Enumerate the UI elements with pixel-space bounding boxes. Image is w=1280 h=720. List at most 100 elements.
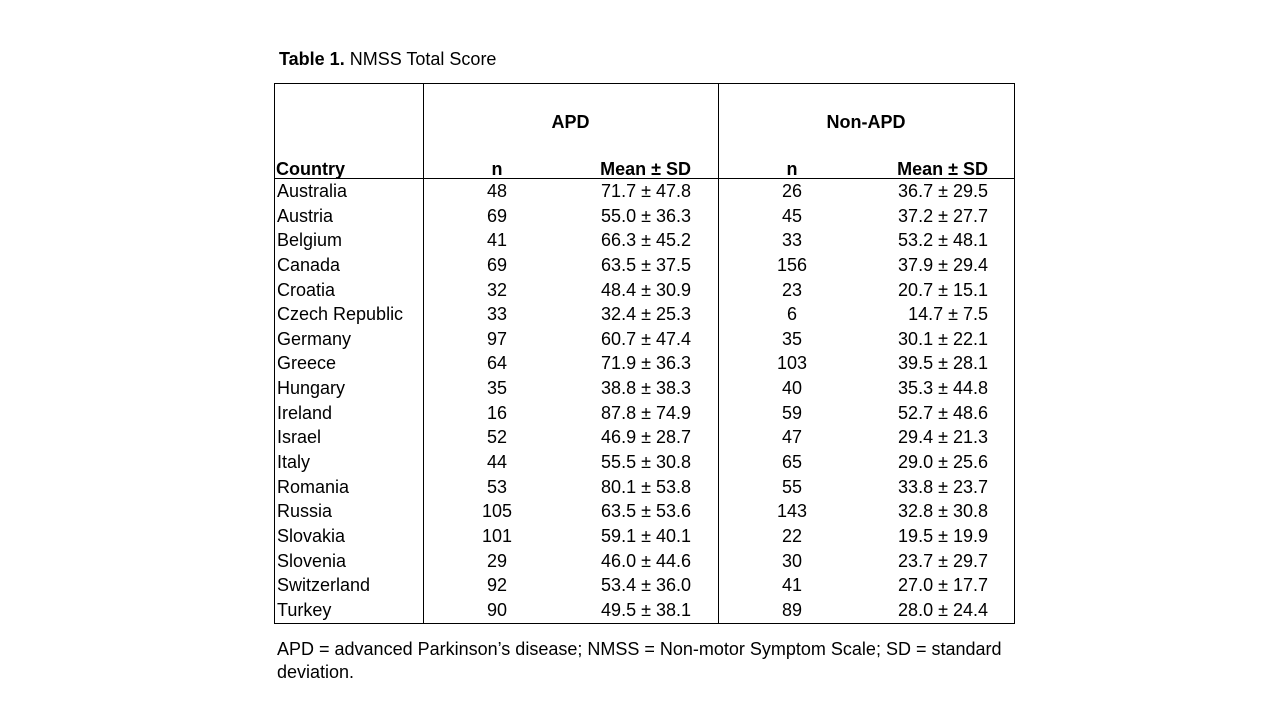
cell-country: Czech Republic — [277, 304, 404, 325]
table-row: Italy 44 55.5 ± 30.8 65 29.0 ± 25.6 — [275, 450, 1014, 475]
cell-apd-mean-sd: 60.7 ± 47.4 — [601, 328, 691, 349]
cell-non-apd-mean-sd: 53.2 ± 48.1 — [898, 230, 988, 251]
cell-apd-n: 64 — [486, 353, 508, 374]
cell-apd-n: 101 — [481, 525, 513, 546]
cell-non-apd-n: 30 — [781, 550, 803, 571]
cell-country: Slovakia — [277, 525, 346, 546]
cell-non-apd-mean-sd: 19.5 ± 19.9 — [898, 525, 988, 546]
nmss-table: APD Non-APD Country n Mean ± SD n Mean ±… — [274, 83, 1015, 624]
table-row: Belgium 41 66.3 ± 45.2 33 53.2 ± 48.1 — [275, 228, 1014, 253]
cell-non-apd-mean-sd: 30.1 ± 22.1 — [898, 328, 988, 349]
cell-apd-mean-sd: 71.7 ± 47.8 — [601, 181, 691, 201]
cell-country: Ireland — [277, 402, 333, 423]
cell-non-apd-n: 41 — [781, 575, 803, 596]
cell-apd-n: 90 — [486, 599, 508, 620]
cell-country: Russia — [277, 501, 333, 522]
cell-apd-mean-sd: 63.5 ± 53.6 — [601, 501, 691, 522]
cell-apd-mean-sd: 55.0 ± 36.3 — [601, 205, 691, 226]
cell-apd-n: 35 — [486, 378, 508, 399]
column-header-country: Country — [276, 159, 345, 179]
cell-apd-n: 69 — [486, 254, 508, 275]
table-caption-title: NMSS Total Score — [349, 49, 497, 69]
cell-apd-n: 44 — [486, 452, 508, 473]
cell-country: Israel — [277, 427, 322, 448]
table-caption-label: Table 1. — [279, 49, 345, 69]
cell-non-apd-mean-sd: 37.9 ± 29.4 — [898, 254, 988, 275]
cell-country: Italy — [277, 452, 311, 473]
cell-apd-n: 52 — [486, 427, 508, 448]
cell-country: Belgium — [277, 230, 343, 251]
table-row: Croatia 32 48.4 ± 30.9 23 20.7 ± 15.1 — [275, 278, 1014, 303]
cell-apd-mean-sd: 46.0 ± 44.6 — [601, 550, 691, 571]
cell-country: Hungary — [277, 378, 346, 399]
cell-non-apd-mean-sd: 28.0 ± 24.4 — [898, 599, 988, 620]
cell-apd-mean-sd: 49.5 ± 38.1 — [601, 599, 691, 620]
cell-non-apd-n: 103 — [776, 353, 808, 374]
cell-non-apd-n: 26 — [781, 181, 803, 201]
cell-non-apd-mean-sd: 52.7 ± 48.6 — [898, 402, 988, 423]
cell-apd-n: 105 — [481, 501, 513, 522]
column-header-apd-n: n — [491, 159, 503, 179]
group-header-apd: APD — [551, 112, 590, 132]
table-row: Slovenia 29 46.0 ± 44.6 30 23.7 ± 29.7 — [275, 549, 1014, 574]
table-row: Germany 97 60.7 ± 47.4 35 30.1 ± 22.1 — [275, 327, 1014, 352]
cell-non-apd-n: 55 — [781, 476, 803, 497]
cell-non-apd-n: 47 — [781, 427, 803, 448]
table-body: Australia 48 71.7 ± 47.8 26 36.7 ± 29.5 Austr… — [274, 179, 1015, 624]
table-row: Czech Republic 33 32.4 ± 25.3 6 14.7 ± 7.5 — [275, 302, 1014, 327]
cell-non-apd-mean-sd: 36.7 ± 29.5 — [898, 181, 988, 201]
cell-non-apd-mean-sd: 33.8 ± 23.7 — [898, 476, 988, 497]
column-header-non-apd-n: n — [786, 159, 798, 179]
cell-non-apd-mean-sd: 39.5 ± 28.1 — [898, 353, 988, 374]
table-row: Romania 53 80.1 ± 53.8 55 33.8 ± 23.7 — [275, 475, 1014, 500]
table-row: Greece 64 71.9 ± 36.3 103 39.5 ± 28.1 — [275, 351, 1014, 376]
column-divider — [423, 84, 424, 178]
cell-non-apd-mean-sd: 37.2 ± 27.7 — [898, 205, 988, 226]
cell-non-apd-mean-sd: 20.7 ± 15.1 — [898, 279, 988, 300]
cell-country: Slovenia — [277, 550, 347, 571]
cell-non-apd-n: 40 — [781, 378, 803, 399]
cell-apd-n: 41 — [486, 230, 508, 251]
table-header: APD Non-APD Country n Mean ± SD n Mean ±… — [274, 83, 1015, 179]
column-divider — [423, 179, 424, 623]
column-header-apd-mean-sd: Mean ± SD — [600, 159, 691, 179]
cell-non-apd-n: 89 — [781, 599, 803, 620]
cell-non-apd-n: 143 — [776, 501, 808, 522]
table-row: Russia 105 63.5 ± 53.6 143 32.8 ± 30.8 — [275, 499, 1014, 524]
group-header-non-apd: Non-APD — [826, 112, 906, 132]
cell-country: Croatia — [277, 279, 336, 300]
cell-apd-mean-sd: 53.4 ± 36.0 — [601, 575, 691, 596]
cell-apd-mean-sd: 46.9 ± 28.7 — [601, 427, 691, 448]
cell-non-apd-mean-sd: 23.7 ± 29.7 — [898, 550, 988, 571]
cell-apd-n: 32 — [486, 279, 508, 300]
cell-non-apd-mean-sd: 29.0 ± 25.6 — [898, 452, 988, 473]
column-divider — [718, 179, 719, 623]
cell-apd-mean-sd: 66.3 ± 45.2 — [601, 230, 691, 251]
cell-apd-mean-sd: 87.8 ± 74.9 — [601, 402, 691, 423]
cell-non-apd-n: 35 — [781, 328, 803, 349]
cell-apd-n: 97 — [486, 328, 508, 349]
table-footnote: APD = advanced Parkinson’s disease; NMSS… — [277, 639, 1002, 682]
cell-apd-n: 29 — [486, 550, 508, 571]
cell-apd-mean-sd: 38.8 ± 38.3 — [601, 378, 691, 399]
cell-apd-mean-sd: 55.5 ± 30.8 — [601, 452, 691, 473]
table-row: Canada 69 63.5 ± 37.5 156 37.9 ± 29.4 — [275, 253, 1014, 278]
cell-apd-n: 69 — [486, 205, 508, 226]
cell-non-apd-n: 156 — [776, 254, 808, 275]
cell-non-apd-mean-sd: 27.0 ± 17.7 — [898, 575, 988, 596]
cell-country: Germany — [277, 328, 352, 349]
table-row: Slovakia 101 59.1 ± 40.1 22 19.5 ± 19.9 — [275, 524, 1014, 549]
cell-country: Turkey — [277, 599, 332, 620]
cell-country: Australia — [277, 181, 348, 201]
cell-non-apd-mean-sd: 35.3 ± 44.8 — [898, 378, 988, 399]
cell-apd-n: 53 — [486, 476, 508, 497]
cell-apd-mean-sd: 80.1 ± 53.8 — [601, 476, 691, 497]
table-row: Switzerland 92 53.4 ± 36.0 41 27.0 ± 17.7 — [275, 573, 1014, 598]
cell-non-apd-n: 6 — [786, 304, 797, 325]
cell-country: Switzerland — [277, 575, 371, 596]
cell-non-apd-mean-sd: 29.4 ± 21.3 — [898, 427, 988, 448]
cell-apd-mean-sd: 32.4 ± 25.3 — [601, 304, 691, 325]
table-row: Austria 69 55.0 ± 36.3 45 37.2 ± 27.7 — [275, 204, 1014, 229]
cell-non-apd-n: 45 — [781, 205, 803, 226]
cell-apd-mean-sd: 48.4 ± 30.9 — [601, 279, 691, 300]
